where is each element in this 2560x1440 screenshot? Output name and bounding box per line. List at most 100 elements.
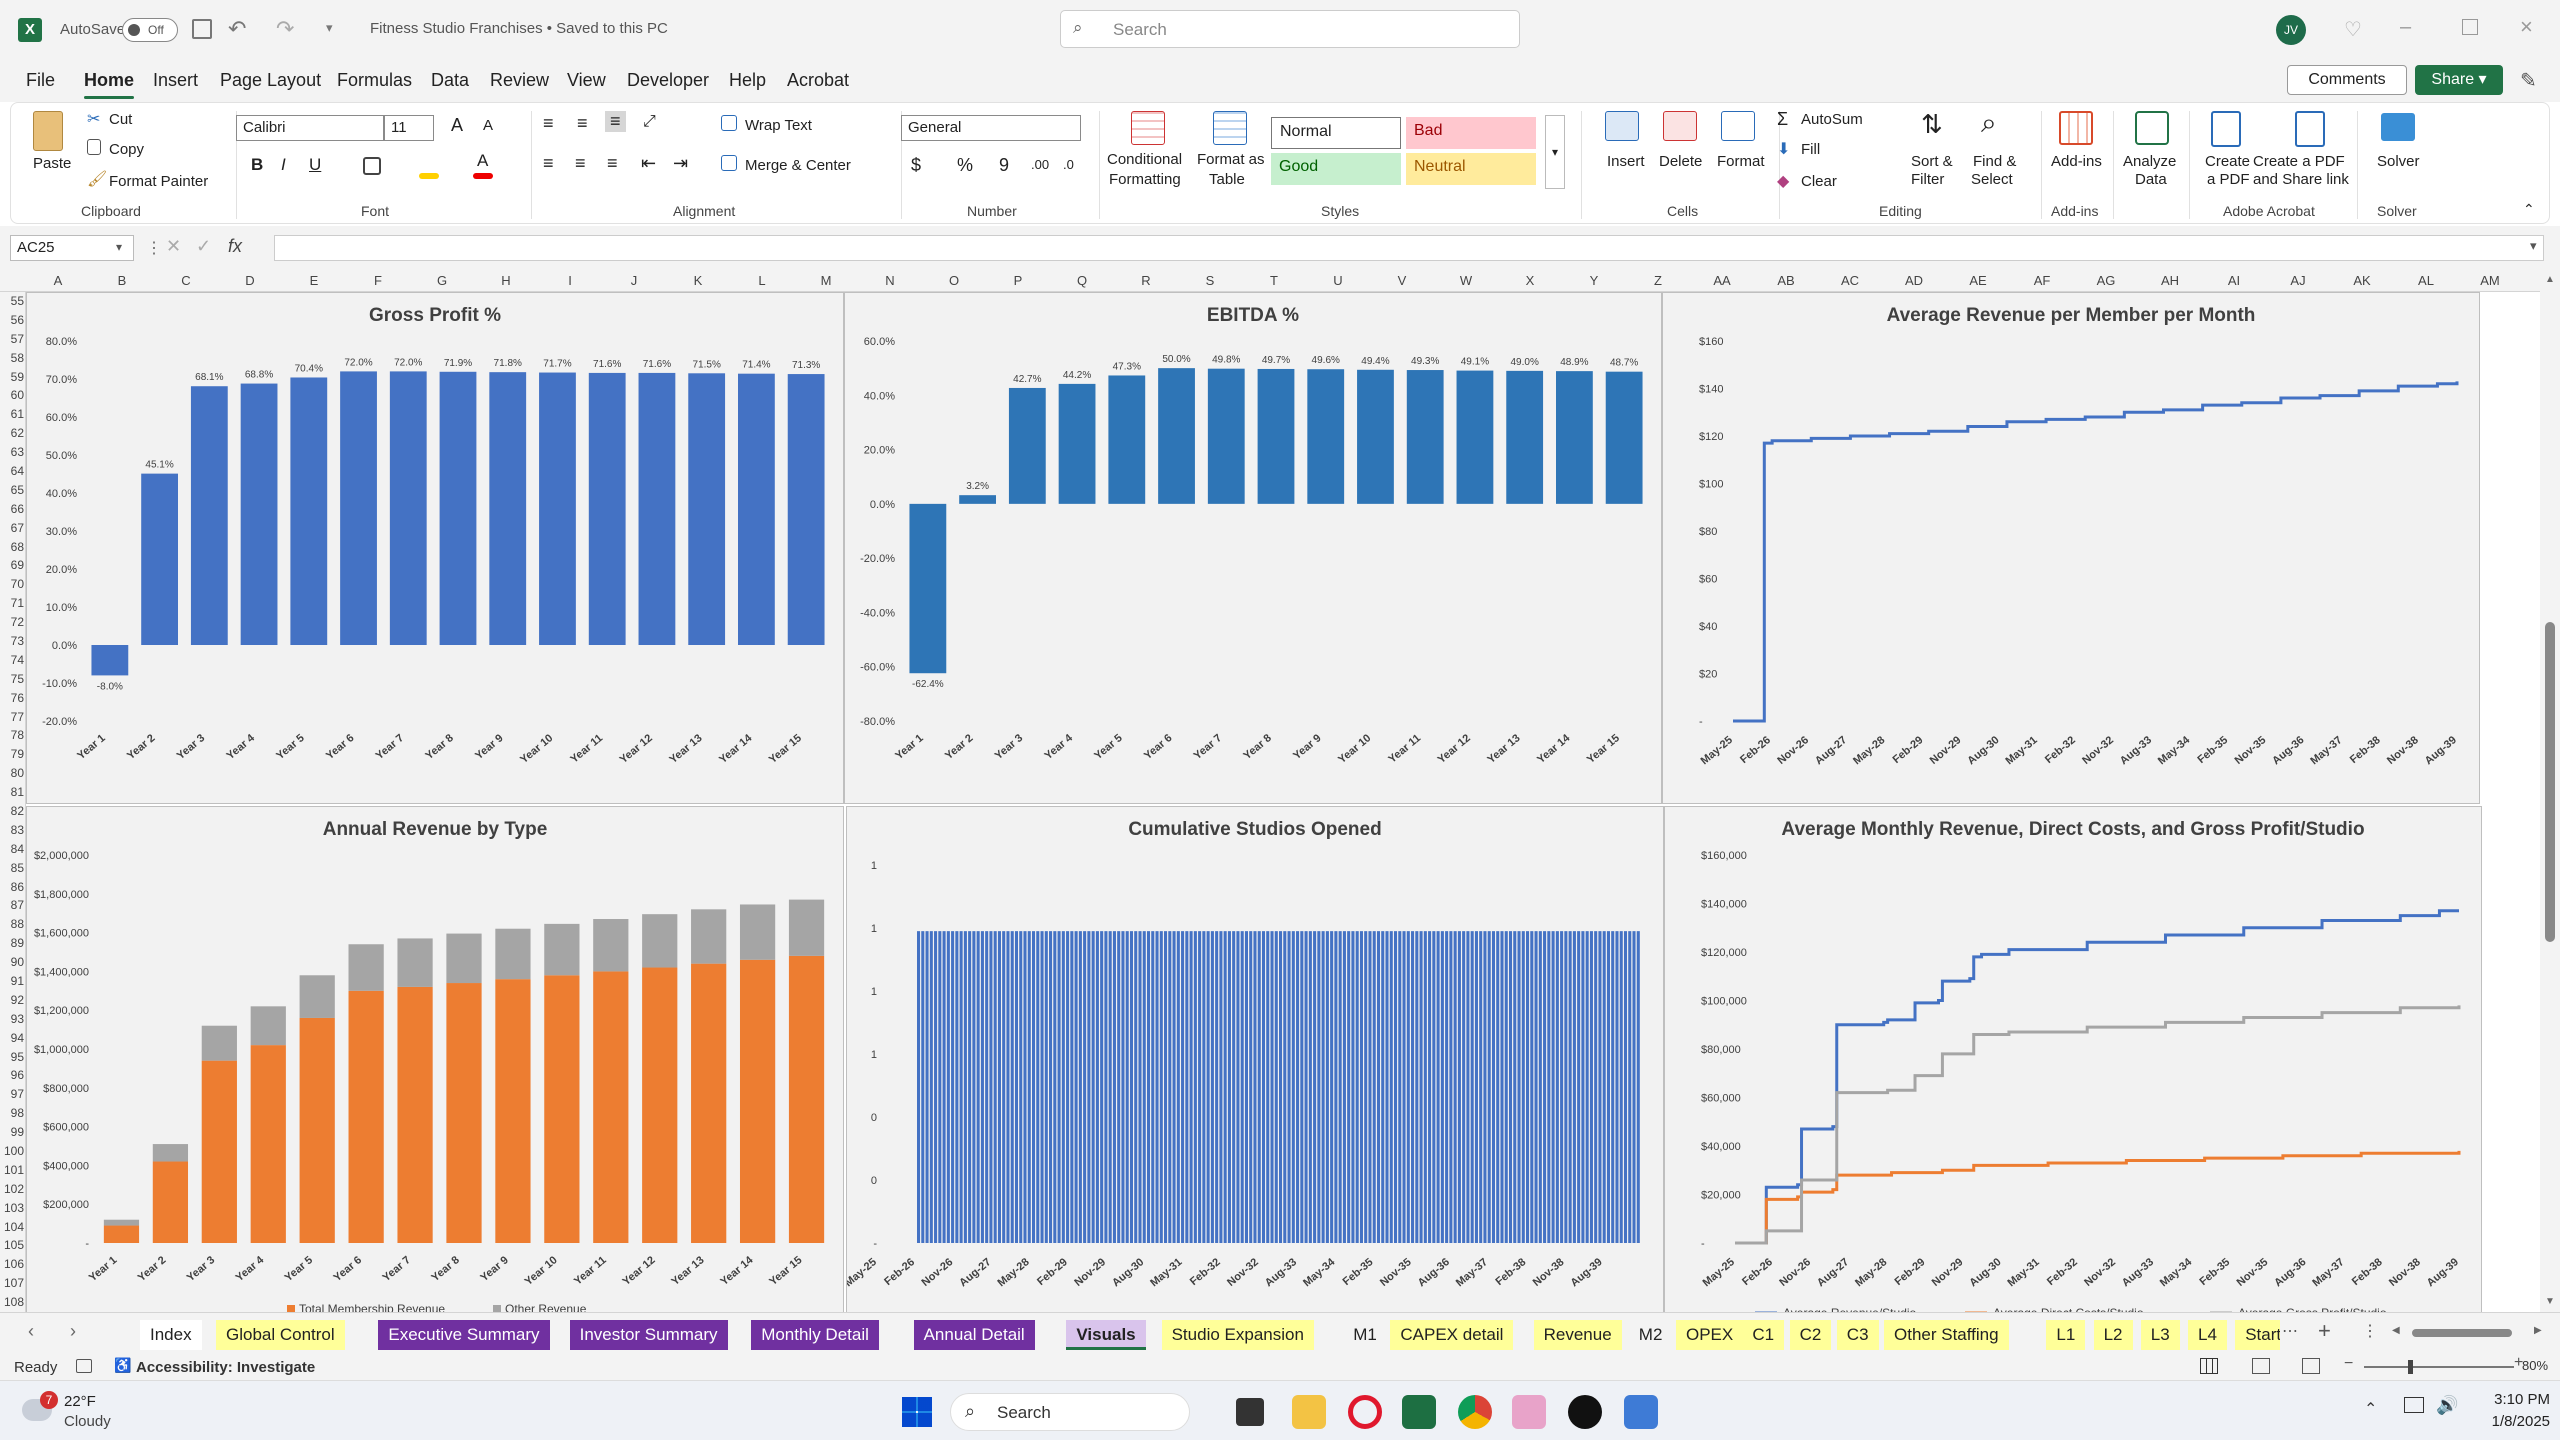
row-header[interactable]: 60 bbox=[10, 388, 24, 403]
bar[interactable] bbox=[389, 371, 427, 645]
bar[interactable] bbox=[1087, 931, 1091, 1243]
insert-cells-icon[interactable] bbox=[1605, 111, 1639, 141]
bar[interactable] bbox=[1462, 931, 1466, 1243]
bar[interactable] bbox=[1023, 931, 1027, 1243]
accessibility-status[interactable]: Accessibility: Investigate bbox=[136, 1359, 316, 1376]
bar[interactable] bbox=[1031, 931, 1036, 1243]
bar[interactable] bbox=[1457, 931, 1461, 1243]
sheet-tab[interactable]: Studio Expansion bbox=[1161, 1320, 1314, 1350]
bar[interactable] bbox=[934, 931, 938, 1243]
bar[interactable] bbox=[946, 931, 950, 1243]
start-icon[interactable] bbox=[902, 1397, 932, 1427]
bar[interactable] bbox=[1066, 931, 1070, 1243]
sheet-tab[interactable]: L1 bbox=[2046, 1320, 2086, 1350]
bar[interactable] bbox=[1551, 931, 1555, 1243]
menu-acrobat[interactable]: Acrobat bbox=[787, 70, 850, 90]
stacked-bar-segment[interactable] bbox=[593, 919, 629, 972]
bar[interactable] bbox=[1207, 368, 1245, 504]
stacked-bar-segment[interactable] bbox=[299, 975, 335, 1018]
bar[interactable] bbox=[489, 372, 527, 645]
bar[interactable] bbox=[1202, 931, 1206, 1243]
series-line[interactable] bbox=[1735, 1005, 2461, 1245]
column-header[interactable]: U bbox=[1333, 273, 1343, 288]
sheet-tab[interactable]: C3 bbox=[1836, 1320, 1879, 1350]
bar[interactable] bbox=[1470, 931, 1474, 1243]
column-header[interactable]: T bbox=[1270, 273, 1278, 288]
stacked-bar-segment[interactable] bbox=[250, 1045, 286, 1243]
row-header[interactable]: 58 bbox=[10, 350, 24, 365]
cancel-entry-icon[interactable]: ✕ bbox=[166, 236, 182, 256]
column-header[interactable]: I bbox=[568, 273, 572, 288]
bar[interactable] bbox=[1555, 931, 1559, 1243]
bar[interactable] bbox=[1257, 931, 1261, 1243]
bar[interactable] bbox=[787, 374, 825, 645]
bar[interactable] bbox=[1543, 931, 1547, 1243]
delete-cells-icon[interactable] bbox=[1663, 111, 1697, 141]
row-header[interactable]: 105 bbox=[3, 1238, 24, 1253]
weather-condition[interactable]: Cloudy bbox=[64, 1413, 111, 1430]
bar[interactable] bbox=[1236, 931, 1240, 1243]
bar[interactable] bbox=[1223, 931, 1227, 1243]
bar[interactable] bbox=[1560, 931, 1564, 1243]
file-explorer-icon[interactable] bbox=[1292, 1395, 1326, 1429]
bar[interactable] bbox=[1307, 369, 1345, 504]
bar[interactable] bbox=[1517, 931, 1521, 1243]
bar[interactable] bbox=[1134, 931, 1138, 1243]
chrome-icon[interactable] bbox=[1458, 1395, 1492, 1429]
zoom-in-icon[interactable]: + bbox=[2514, 1354, 2524, 1371]
bar[interactable] bbox=[1142, 931, 1146, 1243]
bar[interactable] bbox=[1406, 370, 1444, 504]
menu-view[interactable]: View bbox=[567, 70, 606, 90]
bar[interactable] bbox=[1215, 931, 1219, 1243]
decrease-indent-icon[interactable]: ⇤ bbox=[641, 153, 657, 173]
bar[interactable] bbox=[1402, 931, 1406, 1243]
bar[interactable] bbox=[1615, 931, 1619, 1243]
scroll-right-icon[interactable]: ▶ bbox=[2534, 1325, 2542, 1336]
bar[interactable] bbox=[1121, 931, 1125, 1243]
bar[interactable] bbox=[1108, 375, 1146, 504]
bar[interactable] bbox=[1598, 931, 1602, 1243]
bar[interactable] bbox=[1036, 931, 1040, 1243]
bar[interactable] bbox=[1564, 931, 1568, 1243]
bar[interactable] bbox=[1155, 931, 1159, 1243]
bar[interactable] bbox=[588, 372, 626, 645]
bar[interactable] bbox=[1359, 931, 1363, 1243]
bar[interactable] bbox=[959, 931, 963, 1243]
share-button[interactable]: Share ▾ bbox=[2415, 65, 2503, 95]
row-header[interactable]: 65 bbox=[10, 482, 24, 497]
bar[interactable] bbox=[1453, 931, 1457, 1243]
stacked-bar-segment[interactable] bbox=[103, 1225, 140, 1243]
bar[interactable] bbox=[1300, 931, 1304, 1243]
row-header[interactable]: 95 bbox=[10, 1049, 24, 1064]
bar[interactable] bbox=[1138, 931, 1142, 1243]
sheet-tab[interactable]: L2 bbox=[2093, 1320, 2133, 1350]
bar[interactable] bbox=[1338, 931, 1342, 1243]
name-box-dropdown-icon[interactable]: ▾ bbox=[116, 240, 123, 254]
zoom-slider[interactable] bbox=[2364, 1360, 2514, 1374]
row-header[interactable]: 90 bbox=[10, 955, 24, 970]
bar[interactable] bbox=[1108, 931, 1112, 1243]
bar[interactable] bbox=[1240, 931, 1244, 1243]
bar[interactable] bbox=[1611, 931, 1615, 1243]
column-header[interactable]: G bbox=[436, 273, 448, 288]
format-as-table-icon[interactable] bbox=[1213, 111, 1247, 145]
bar[interactable] bbox=[439, 371, 477, 645]
align-top-icon[interactable]: ≡ bbox=[543, 113, 554, 133]
row-header[interactable]: 91 bbox=[10, 974, 24, 988]
bar[interactable] bbox=[1636, 931, 1640, 1243]
row-header[interactable]: 85 bbox=[10, 860, 24, 875]
bar[interactable] bbox=[1151, 931, 1155, 1243]
next-sheet-icon[interactable]: › bbox=[70, 1321, 76, 1341]
menu-formulas[interactable]: Formulas bbox=[337, 70, 413, 90]
prev-sheet-icon[interactable]: ‹ bbox=[28, 1321, 34, 1341]
chart-annual-revenue-by-type[interactable]: Annual Revenue by Type $2,000,000 $1,800,… bbox=[26, 806, 844, 1312]
bar[interactable] bbox=[1449, 931, 1453, 1243]
close-icon[interactable]: × bbox=[2520, 14, 2533, 39]
sort-filter-button[interactable]: Sort & bbox=[1911, 153, 1953, 170]
delete-cells-button[interactable]: Delete bbox=[1659, 153, 1703, 170]
fill-button[interactable]: Fill bbox=[1801, 141, 1821, 158]
bar[interactable] bbox=[1393, 931, 1398, 1243]
shrink-font-icon[interactable]: A bbox=[483, 117, 494, 134]
stacked-bar-segment[interactable] bbox=[397, 938, 433, 987]
bar[interactable] bbox=[1049, 931, 1053, 1243]
